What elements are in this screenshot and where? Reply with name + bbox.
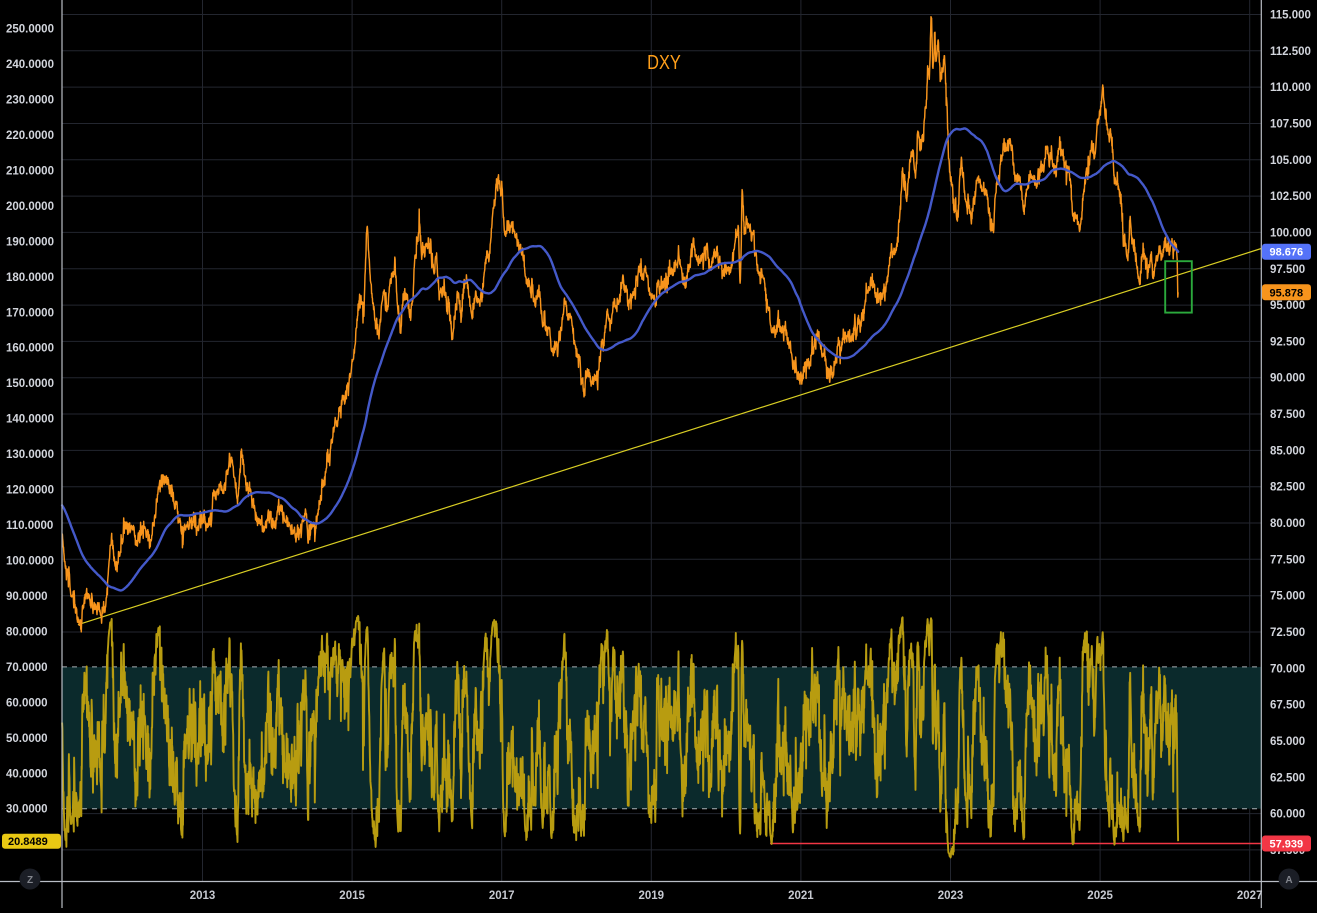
svg-text:150.0000: 150.0000	[6, 378, 54, 390]
svg-text:57.939: 57.939	[1270, 839, 1304, 851]
svg-text:2027: 2027	[1237, 890, 1263, 902]
svg-text:40.0000: 40.0000	[6, 768, 48, 780]
svg-text:DXY: DXY	[647, 50, 681, 73]
svg-text:62.500: 62.500	[1270, 772, 1305, 784]
svg-text:180.0000: 180.0000	[6, 272, 54, 284]
svg-text:200.0000: 200.0000	[6, 201, 54, 213]
svg-text:190.0000: 190.0000	[6, 236, 54, 248]
svg-text:A: A	[1285, 875, 1292, 886]
svg-text:97.500: 97.500	[1270, 264, 1305, 276]
svg-text:50.0000: 50.0000	[6, 733, 48, 745]
svg-text:2017: 2017	[489, 890, 515, 902]
svg-text:107.500: 107.500	[1270, 119, 1312, 131]
svg-text:220.0000: 220.0000	[6, 130, 54, 142]
svg-text:67.500: 67.500	[1270, 700, 1305, 712]
svg-text:240.0000: 240.0000	[6, 59, 54, 71]
svg-text:2019: 2019	[639, 890, 665, 902]
svg-text:100.0000: 100.0000	[6, 556, 54, 568]
svg-text:82.500: 82.500	[1270, 482, 1305, 494]
svg-text:75.000: 75.000	[1270, 591, 1305, 603]
svg-text:95.000: 95.000	[1270, 300, 1305, 312]
svg-text:110.0000: 110.0000	[6, 520, 53, 532]
svg-text:170.0000: 170.0000	[6, 307, 54, 319]
svg-text:87.500: 87.500	[1270, 409, 1305, 421]
svg-text:92.500: 92.500	[1270, 336, 1305, 348]
svg-text:98.676: 98.676	[1270, 247, 1304, 259]
svg-text:70.0000: 70.0000	[6, 662, 48, 674]
svg-text:2025: 2025	[1087, 890, 1113, 902]
svg-text:30.0000: 30.0000	[6, 804, 48, 816]
svg-text:210.0000: 210.0000	[6, 165, 54, 177]
svg-text:80.000: 80.000	[1270, 518, 1305, 530]
svg-text:95.878: 95.878	[1270, 287, 1304, 299]
svg-text:60.0000: 60.0000	[6, 697, 48, 709]
svg-text:2023: 2023	[938, 890, 964, 902]
svg-text:72.500: 72.500	[1270, 627, 1305, 639]
svg-text:112.500: 112.500	[1270, 46, 1311, 58]
svg-text:120.0000: 120.0000	[6, 485, 54, 497]
svg-text:85.000: 85.000	[1270, 445, 1305, 457]
svg-text:110.000: 110.000	[1270, 82, 1311, 94]
svg-text:70.000: 70.000	[1270, 663, 1305, 675]
svg-text:90.000: 90.000	[1270, 373, 1305, 385]
svg-text:230.0000: 230.0000	[6, 95, 54, 107]
svg-text:115.000: 115.000	[1270, 10, 1311, 22]
svg-text:160.0000: 160.0000	[6, 343, 54, 355]
svg-text:80.0000: 80.0000	[6, 626, 48, 638]
svg-text:77.500: 77.500	[1270, 554, 1305, 566]
svg-text:90.0000: 90.0000	[6, 591, 48, 603]
svg-text:100.000: 100.000	[1270, 227, 1312, 239]
svg-text:Z: Z	[27, 875, 33, 886]
svg-text:20.8489: 20.8489	[8, 836, 48, 848]
svg-text:65.000: 65.000	[1270, 736, 1305, 748]
svg-text:2015: 2015	[339, 890, 365, 902]
svg-text:105.000: 105.000	[1270, 155, 1312, 167]
svg-text:2013: 2013	[190, 890, 216, 902]
svg-text:60.000: 60.000	[1270, 809, 1305, 821]
svg-text:102.500: 102.500	[1270, 191, 1312, 203]
svg-text:140.0000: 140.0000	[6, 414, 54, 426]
svg-text:130.0000: 130.0000	[6, 449, 54, 461]
svg-text:2021: 2021	[788, 890, 814, 902]
svg-text:250.0000: 250.0000	[6, 24, 54, 36]
